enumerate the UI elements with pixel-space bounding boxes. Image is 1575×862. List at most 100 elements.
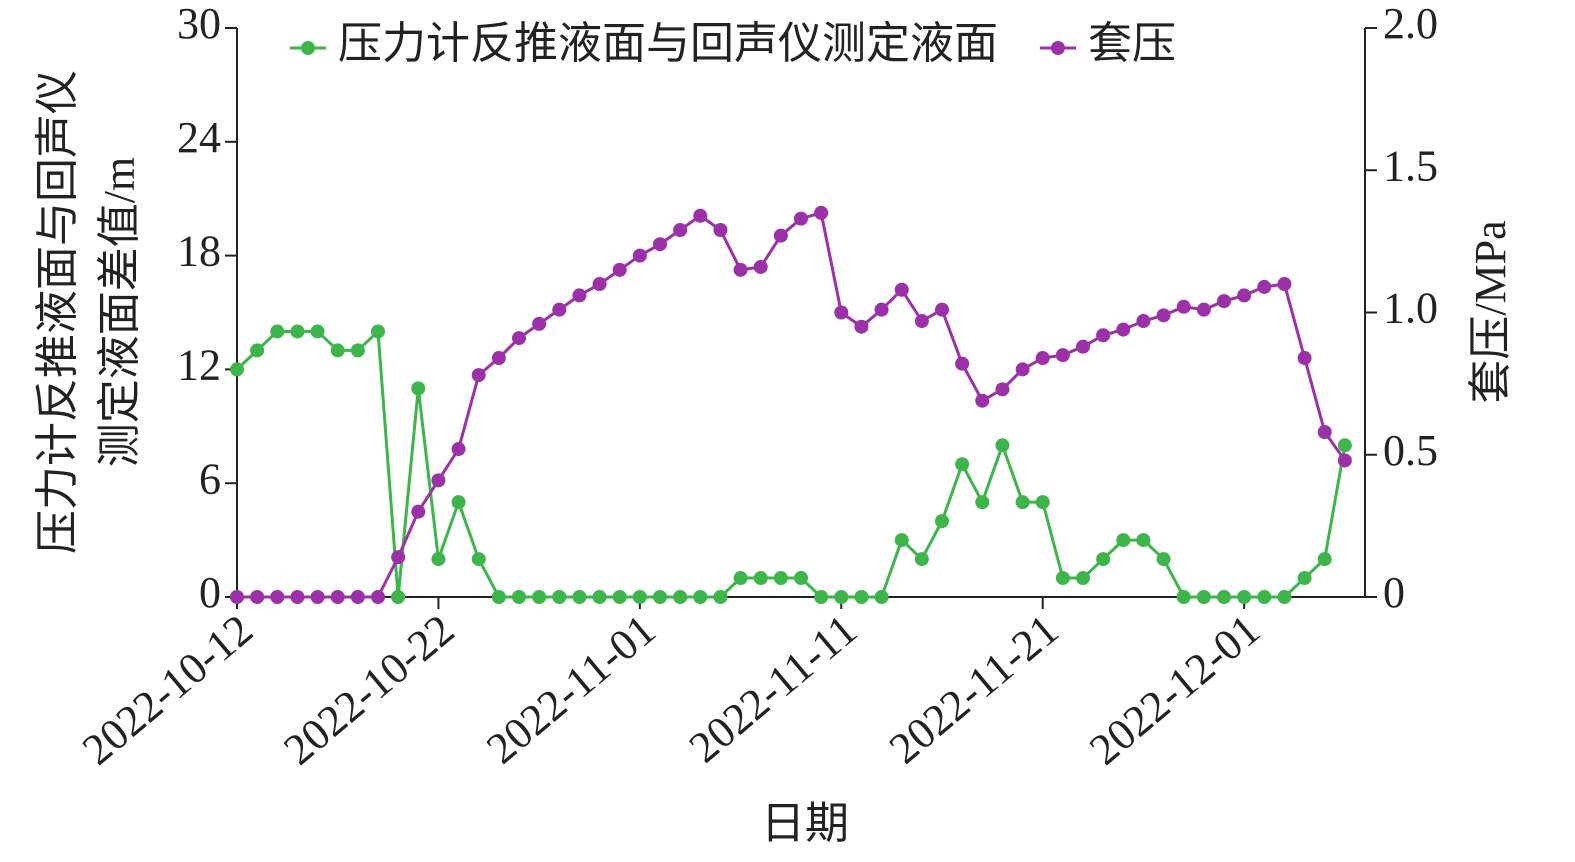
- point: [1035, 351, 1050, 366]
- point: [552, 590, 567, 604]
- point: [391, 590, 406, 604]
- point: [1237, 288, 1252, 303]
- point: [1217, 590, 1231, 604]
- point: [693, 208, 708, 223]
- point: [270, 590, 285, 604]
- y2-tick-label: 1.0: [1383, 284, 1438, 333]
- x-tick-label: 2022-11-01: [477, 605, 665, 773]
- point: [552, 302, 567, 317]
- y2-tick-label: 0: [1383, 568, 1405, 617]
- point: [1337, 438, 1352, 453]
- point: [733, 262, 748, 277]
- point: [572, 288, 587, 303]
- point: [834, 590, 849, 604]
- point: [1015, 362, 1030, 377]
- point: [592, 590, 607, 604]
- point: [753, 259, 768, 274]
- point: [1015, 495, 1030, 510]
- y2-axis-label: 套压/MPa: [1466, 220, 1515, 403]
- x-tick-label: 2022-11-21: [880, 605, 1068, 773]
- x-tick-label: 2022-10-22: [275, 605, 464, 775]
- point: [632, 248, 647, 263]
- point: [371, 590, 385, 604]
- point: [713, 222, 728, 237]
- legend-label: 套压: [1088, 19, 1176, 68]
- point: [371, 324, 385, 339]
- point: [1217, 294, 1231, 309]
- point: [250, 590, 265, 604]
- point: [1277, 590, 1292, 604]
- point: [471, 552, 486, 567]
- point: [350, 590, 365, 604]
- point: [310, 324, 325, 339]
- y-tick-label: 12: [177, 340, 221, 389]
- point: [935, 302, 949, 317]
- point: [250, 343, 265, 358]
- point: [814, 205, 829, 220]
- point: [1297, 351, 1312, 366]
- y-tick-label: 6: [199, 454, 221, 503]
- y-tick-label: 18: [177, 227, 221, 276]
- point: [1096, 328, 1111, 343]
- point: [1257, 279, 1272, 294]
- legend-marker: [1051, 41, 1065, 55]
- point: [512, 331, 526, 346]
- point: [673, 590, 688, 604]
- point: [1317, 552, 1332, 567]
- point: [1337, 453, 1352, 468]
- x-tick-label: 2022-10-12: [73, 605, 262, 775]
- point: [491, 351, 506, 366]
- legend-marker: [301, 41, 315, 55]
- point: [451, 495, 466, 510]
- point: [894, 533, 909, 548]
- point: [773, 228, 788, 243]
- point: [290, 324, 305, 339]
- point: [814, 590, 829, 604]
- point: [874, 590, 889, 604]
- point: [1176, 299, 1191, 314]
- point: [431, 552, 446, 567]
- point: [1076, 571, 1090, 586]
- point: [1136, 533, 1151, 548]
- y-tick-label: 0: [199, 568, 221, 617]
- x-axis-label: 日期: [761, 799, 849, 848]
- point: [1156, 552, 1171, 567]
- y-axis-label: 测定液面差值/m: [95, 157, 144, 467]
- point: [1277, 277, 1292, 292]
- point: [935, 514, 949, 529]
- point: [512, 590, 526, 604]
- point: [1055, 571, 1070, 586]
- point: [612, 590, 627, 604]
- point: [431, 473, 446, 488]
- point: [1116, 322, 1131, 337]
- point: [411, 381, 426, 396]
- point: [230, 362, 244, 377]
- point: [874, 302, 889, 317]
- point: [854, 590, 869, 604]
- point: [1116, 533, 1131, 548]
- point: [592, 277, 607, 292]
- y2-tick-label: 1.5: [1383, 141, 1438, 190]
- point: [270, 324, 285, 339]
- point: [1176, 590, 1191, 604]
- point: [1297, 571, 1312, 586]
- point: [1257, 590, 1272, 604]
- point: [1237, 590, 1252, 604]
- point: [673, 222, 688, 237]
- x-tick-label: 2022-12-01: [1080, 605, 1269, 775]
- legend-label: 压力计反推液面与回声仪测定液面: [338, 19, 998, 68]
- point: [653, 237, 667, 252]
- point: [975, 495, 990, 510]
- point: [230, 590, 244, 604]
- point: [612, 262, 627, 277]
- y-axis-label: 压力计反推液面与回声仪: [33, 70, 82, 554]
- y2-tick-label: 2.0: [1383, 0, 1438, 48]
- y-tick-label: 24: [177, 113, 221, 162]
- point: [894, 282, 909, 297]
- point: [914, 314, 929, 329]
- point: [1156, 308, 1171, 323]
- point: [1076, 339, 1090, 354]
- y2-tick-label: 0.5: [1383, 426, 1438, 475]
